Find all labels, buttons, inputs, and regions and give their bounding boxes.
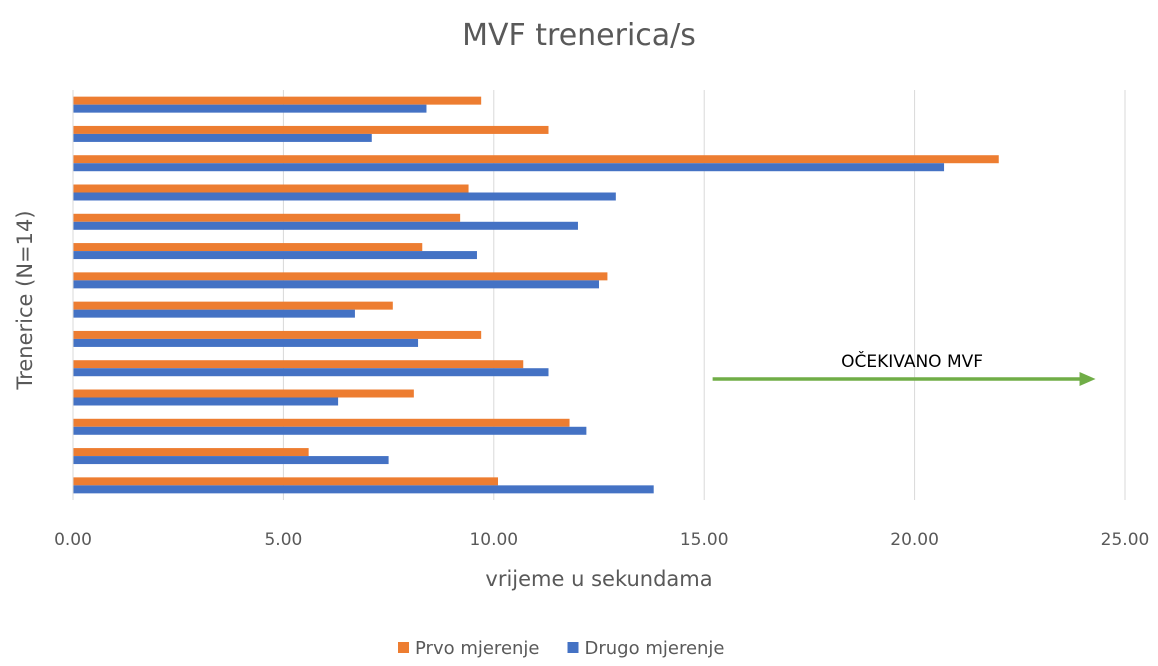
- bar-drugo-mjerenje: [73, 192, 616, 201]
- legend-label-drugo: Drugo mjerenje: [585, 638, 725, 659]
- x-axis-title: vrijeme u sekundama: [485, 567, 712, 591]
- bar-prvo-mjerenje: [73, 213, 461, 222]
- bar-drugo-mjerenje: [73, 280, 599, 289]
- bar-prvo-mjerenje: [73, 477, 499, 486]
- x-tick-label: 10.00: [469, 530, 518, 550]
- x-axis-ticks: 0.00 5.00 10.00 15.00 20.00 25.00: [54, 530, 1149, 550]
- bar-drugo-mjerenje: [73, 456, 389, 465]
- legend-label-prvo: Prvo mjerenje: [415, 638, 540, 659]
- bar-drugo-mjerenje: [73, 397, 339, 406]
- bar-prvo-mjerenje: [73, 184, 469, 193]
- x-tick-label: 5.00: [264, 530, 302, 550]
- bar-prvo-mjerenje: [73, 389, 414, 398]
- expected-mvf-label: OČEKIVANO MVF: [841, 350, 983, 372]
- bar-drugo-mjerenje: [73, 163, 945, 172]
- x-tick-label: 20.00: [890, 530, 939, 550]
- bar-prvo-mjerenje: [73, 301, 393, 310]
- expected-mvf-arrowhead-icon: [1079, 372, 1096, 386]
- bar-prvo-mjerenje: [73, 96, 482, 105]
- y-axis-title: Trenerice (N=14): [13, 210, 37, 390]
- expected-mvf-annotation: OČEKIVANO MVF: [712, 350, 1096, 386]
- bars: [73, 96, 999, 494]
- bar-drugo-mjerenje: [73, 221, 578, 230]
- bar-drugo-mjerenje: [73, 251, 477, 260]
- bar-prvo-mjerenje: [73, 448, 309, 457]
- bar-prvo-mjerenje: [73, 360, 524, 369]
- bar-prvo-mjerenje: [73, 125, 549, 134]
- x-tick-label: 15.00: [680, 530, 729, 550]
- bar-drugo-mjerenje: [73, 104, 427, 113]
- bar-drugo-mjerenje: [73, 426, 587, 435]
- bar-drugo-mjerenje: [73, 338, 419, 347]
- bar-prvo-mjerenje: [73, 243, 423, 252]
- legend-swatch-prvo: [398, 642, 409, 653]
- bar-prvo-mjerenje: [73, 330, 482, 339]
- bar-prvo-mjerenje: [73, 272, 608, 281]
- bar-prvo-mjerenje: [73, 418, 570, 427]
- bar-drugo-mjerenje: [73, 133, 372, 142]
- gridlines: [282, 90, 1126, 500]
- bar-drugo-mjerenje: [73, 485, 654, 494]
- bar-prvo-mjerenje: [73, 155, 999, 164]
- legend-swatch-drugo: [567, 642, 579, 653]
- legend: Prvo mjerenje Drugo mjerenje: [398, 638, 725, 659]
- x-tick-label: 25.00: [1101, 530, 1150, 550]
- bar-drugo-mjerenje: [73, 368, 549, 377]
- bar-drugo-mjerenje: [73, 309, 355, 318]
- x-tick-label: 0.00: [54, 530, 92, 550]
- chart-title: MVF trenerica/s: [462, 18, 696, 53]
